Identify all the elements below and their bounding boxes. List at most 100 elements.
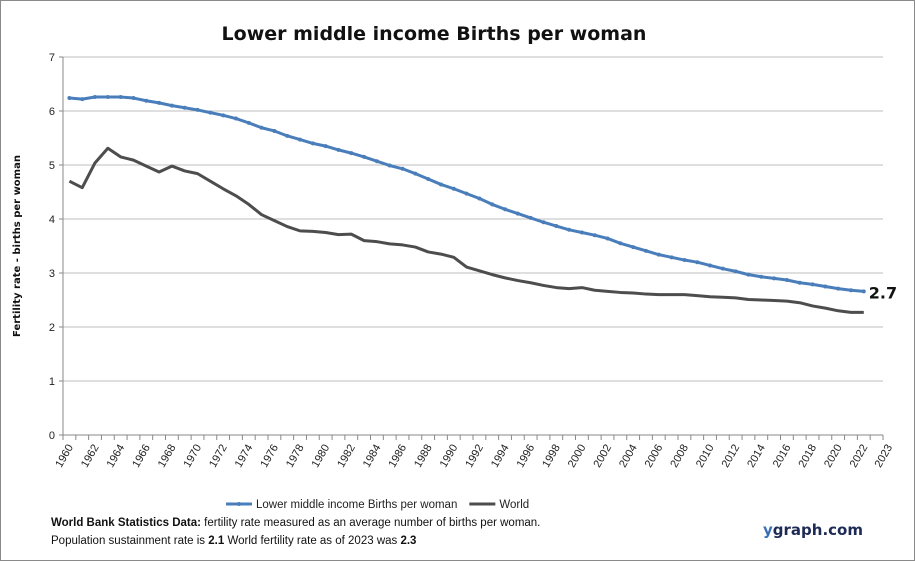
data-point [708, 263, 713, 268]
data-point [233, 116, 238, 121]
brand-logo[interactable]: ygraph.com [763, 521, 863, 539]
data-point [438, 182, 443, 187]
data-point [259, 125, 264, 130]
footer-sustainment-text: Population sustainment rate is [51, 535, 209, 547]
data-point [118, 94, 123, 99]
data-point [541, 220, 546, 225]
data-point [105, 94, 110, 99]
legend-label: Lower middle income Births per woman [256, 499, 457, 511]
x-tick-label: 1964 [105, 443, 128, 470]
data-point [746, 272, 751, 277]
data-point [592, 233, 597, 238]
series-group: 2.7 [67, 94, 897, 314]
x-tick-label: 2016 [771, 443, 794, 470]
data-point [643, 248, 648, 253]
data-point [93, 94, 98, 99]
x-tick-label: 1960 [53, 443, 76, 470]
data-point [490, 202, 495, 207]
end-value-label: 2.7 [869, 283, 897, 302]
data-point [861, 289, 866, 294]
y-tick-label: 1 [49, 376, 55, 388]
data-point [310, 141, 315, 146]
x-tick-label: 1998 [540, 443, 563, 470]
data-point [182, 105, 187, 110]
x-tick-label: 1980 [310, 443, 333, 470]
x-tick-label: 1982 [335, 443, 358, 470]
series-line [68, 146, 864, 314]
data-point [426, 177, 431, 182]
x-tick-label: 1988 [412, 443, 435, 470]
x-tick-label: 2018 [796, 443, 819, 470]
y-tick-label: 0 [49, 430, 55, 442]
x-tick-label: 2023 [873, 443, 896, 470]
legend-marker [237, 502, 241, 506]
data-point [323, 144, 328, 149]
brand-rest: graph.com [772, 521, 863, 539]
y-tick-label: 6 [49, 106, 55, 118]
data-point [80, 97, 85, 102]
data-point [400, 166, 405, 171]
x-tick-label: 2022 [848, 443, 871, 470]
x-tick-label: 2008 [668, 443, 691, 470]
chart-title: Lower middle income Births per woman [222, 23, 647, 45]
footer-world-value: 2.3 [400, 535, 417, 547]
y-tick-label: 5 [49, 160, 55, 172]
x-tick-label: 2000 [566, 443, 589, 470]
data-point [797, 280, 802, 285]
x-tick-label: 1974 [233, 443, 256, 470]
data-point [298, 137, 303, 142]
x-tick-label: 1984 [361, 443, 384, 470]
axes: 0 1 2 3 4 5 6 7 1960 1962 1964 1966 1968 1970 1972 1974… [49, 52, 895, 470]
data-point [618, 241, 623, 246]
data-point [208, 110, 213, 115]
x-tick-label: 1978 [284, 443, 307, 470]
legend-label: World [499, 499, 529, 511]
data-point [784, 278, 789, 283]
data-point [336, 147, 341, 152]
data-point [515, 211, 520, 216]
data-point [374, 159, 379, 164]
x-tick-label: 2004 [617, 443, 640, 470]
footer-description: fertility rate measured as an average nu… [200, 517, 541, 529]
data-point [413, 171, 418, 176]
footer-line-2: Population sustainment rate is 2.1 World… [51, 535, 416, 547]
x-tick-label: 1968 [156, 443, 179, 470]
data-point [528, 215, 533, 220]
x-tick-label: 1962 [79, 443, 102, 470]
x-tick-label: 2012 [720, 443, 743, 470]
data-point [221, 113, 226, 118]
x-tick-label: 2010 [694, 443, 717, 470]
y-axis-label: Fertility rate - births per woman [12, 155, 23, 337]
data-point [67, 96, 72, 101]
data-point [772, 276, 777, 281]
data-point [656, 252, 661, 257]
data-point [195, 107, 200, 112]
data-point [695, 260, 700, 265]
data-point [157, 100, 162, 105]
x-tick-label: 2006 [643, 443, 666, 470]
y-tick-label: 7 [49, 52, 55, 64]
data-point [451, 186, 456, 191]
data-point [759, 274, 764, 279]
data-point [579, 230, 584, 235]
data-point [669, 255, 674, 260]
data-point [362, 154, 367, 159]
x-tick-label: 2014 [745, 443, 768, 470]
y-tick-label: 3 [49, 268, 55, 280]
data-point [169, 103, 174, 108]
data-point [823, 284, 828, 289]
brand-y: y [763, 521, 773, 539]
data-point [720, 266, 725, 271]
data-point [349, 151, 354, 156]
data-point [285, 133, 290, 138]
data-point [836, 286, 841, 291]
data-point [503, 207, 508, 212]
data-point [477, 196, 482, 201]
x-tick-label: 1990 [438, 443, 461, 470]
x-tick-label: 1992 [463, 443, 486, 470]
data-point [810, 282, 815, 287]
x-tick-label: 1996 [515, 443, 538, 470]
x-tick-label: 1970 [181, 443, 204, 470]
